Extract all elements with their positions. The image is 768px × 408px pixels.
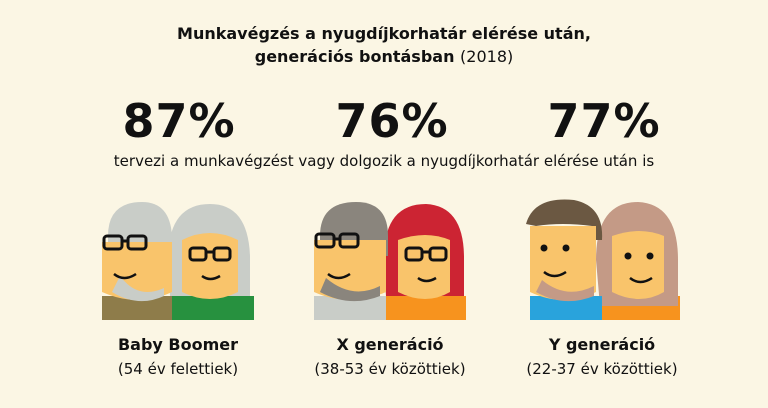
generation-name-baby-boomer: Baby Boomer bbox=[117, 335, 239, 354]
grandpa-figure bbox=[102, 202, 172, 320]
y-man-figure bbox=[526, 199, 603, 320]
generation-name-x: X generáció bbox=[336, 335, 444, 354]
x-generation-illustration bbox=[314, 202, 466, 320]
x-man-figure bbox=[314, 202, 388, 320]
title-line-2: generációs bontásban (2018) bbox=[0, 45, 768, 68]
title-line-2-bold: generációs bontásban bbox=[254, 47, 455, 66]
y-woman-figure bbox=[596, 202, 680, 320]
title-line-1: Munkavégzés a nyugdíjkorhatár elérése ut… bbox=[177, 24, 591, 43]
percent-x-generation: 76% bbox=[335, 94, 449, 148]
baby-boomer-illustration bbox=[102, 202, 254, 320]
infographic-title: Munkavégzés a nyugdíjkorhatár elérése ut… bbox=[0, 22, 768, 68]
percent-y-generation: 77% bbox=[547, 94, 661, 148]
percent-baby-boomer: 87% bbox=[122, 94, 236, 148]
grandma-figure bbox=[168, 204, 254, 320]
y-generation-illustration bbox=[526, 199, 680, 320]
generation-age-baby-boomer: (54 év felettiek) bbox=[117, 360, 239, 378]
x-woman-figure bbox=[384, 204, 466, 320]
generation-name-y: Y generáció bbox=[548, 335, 656, 354]
generation-age-y: (22-37 év közöttiek) bbox=[526, 360, 678, 378]
generation-age-x: (38-53 év közöttiek) bbox=[314, 360, 466, 378]
subtitle: tervezi a munkavégzést vagy dolgozik a n… bbox=[113, 152, 655, 170]
title-year: (2018) bbox=[460, 47, 514, 66]
